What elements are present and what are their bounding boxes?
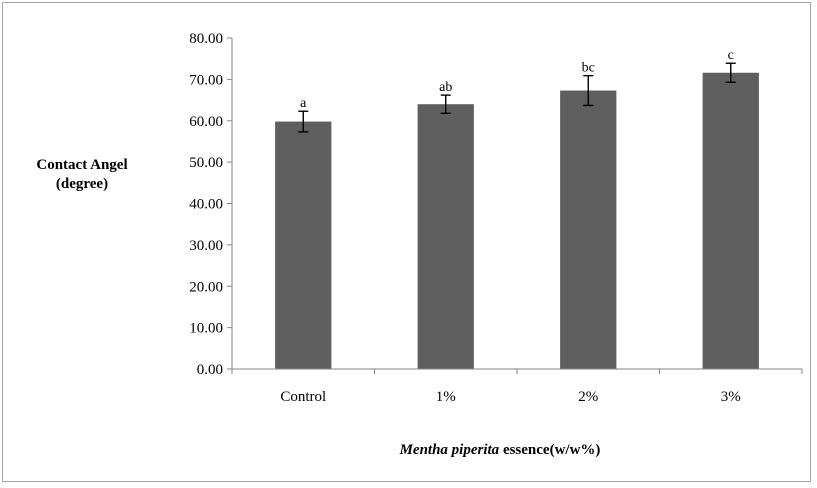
x-axis-title: Mentha piperita essence(w/w%) xyxy=(300,442,700,459)
y-tick-label: 20.00 xyxy=(189,279,223,295)
y-tick-label: 30.00 xyxy=(189,238,223,254)
y-axis-title-line1: Contact Angel xyxy=(36,157,128,173)
x-axis-title-rest: essence(w/w%) xyxy=(499,442,601,458)
y-tick-label: 0.00 xyxy=(197,362,223,378)
x-category-label: 1% xyxy=(436,389,456,405)
bars xyxy=(275,72,759,369)
bar xyxy=(417,104,474,369)
bar xyxy=(702,72,759,369)
y-tick-label: 70.00 xyxy=(189,72,223,88)
significance-label: ab xyxy=(439,80,452,95)
significance-labels: a ab bc c xyxy=(300,48,734,111)
significance-label: c xyxy=(728,48,734,63)
y-tick-label: 40.00 xyxy=(189,197,223,213)
x-category-label: 2% xyxy=(578,389,598,405)
x-axis-title-species: Mentha piperita xyxy=(399,442,500,458)
x-category-label: 3% xyxy=(721,389,741,405)
y-axis-ticks: 0.00 10.00 20.00 30.00 40.00 50.00 60.00 70.00 8… xyxy=(189,31,232,378)
y-axis-title: Contact Angel (degree) xyxy=(18,156,146,194)
error-bars xyxy=(298,62,736,133)
x-category-label: Control xyxy=(280,389,326,405)
error-bar xyxy=(440,94,451,115)
y-tick-label: 10.00 xyxy=(189,321,223,337)
bar xyxy=(275,121,332,369)
error-bar xyxy=(583,74,594,107)
x-axis-categories: Control 1% 2% 3% xyxy=(231,369,803,405)
chart-frame xyxy=(2,2,811,482)
error-bar xyxy=(298,110,309,133)
error-bar xyxy=(725,62,736,83)
y-tick-label: 80.00 xyxy=(189,31,223,47)
y-tick-label: 60.00 xyxy=(189,114,223,130)
y-tick-label: 50.00 xyxy=(189,155,223,171)
significance-label: a xyxy=(300,96,307,111)
bar xyxy=(560,90,617,369)
significance-label: bc xyxy=(582,61,595,76)
y-axis-title-line2: (degree) xyxy=(55,176,109,192)
